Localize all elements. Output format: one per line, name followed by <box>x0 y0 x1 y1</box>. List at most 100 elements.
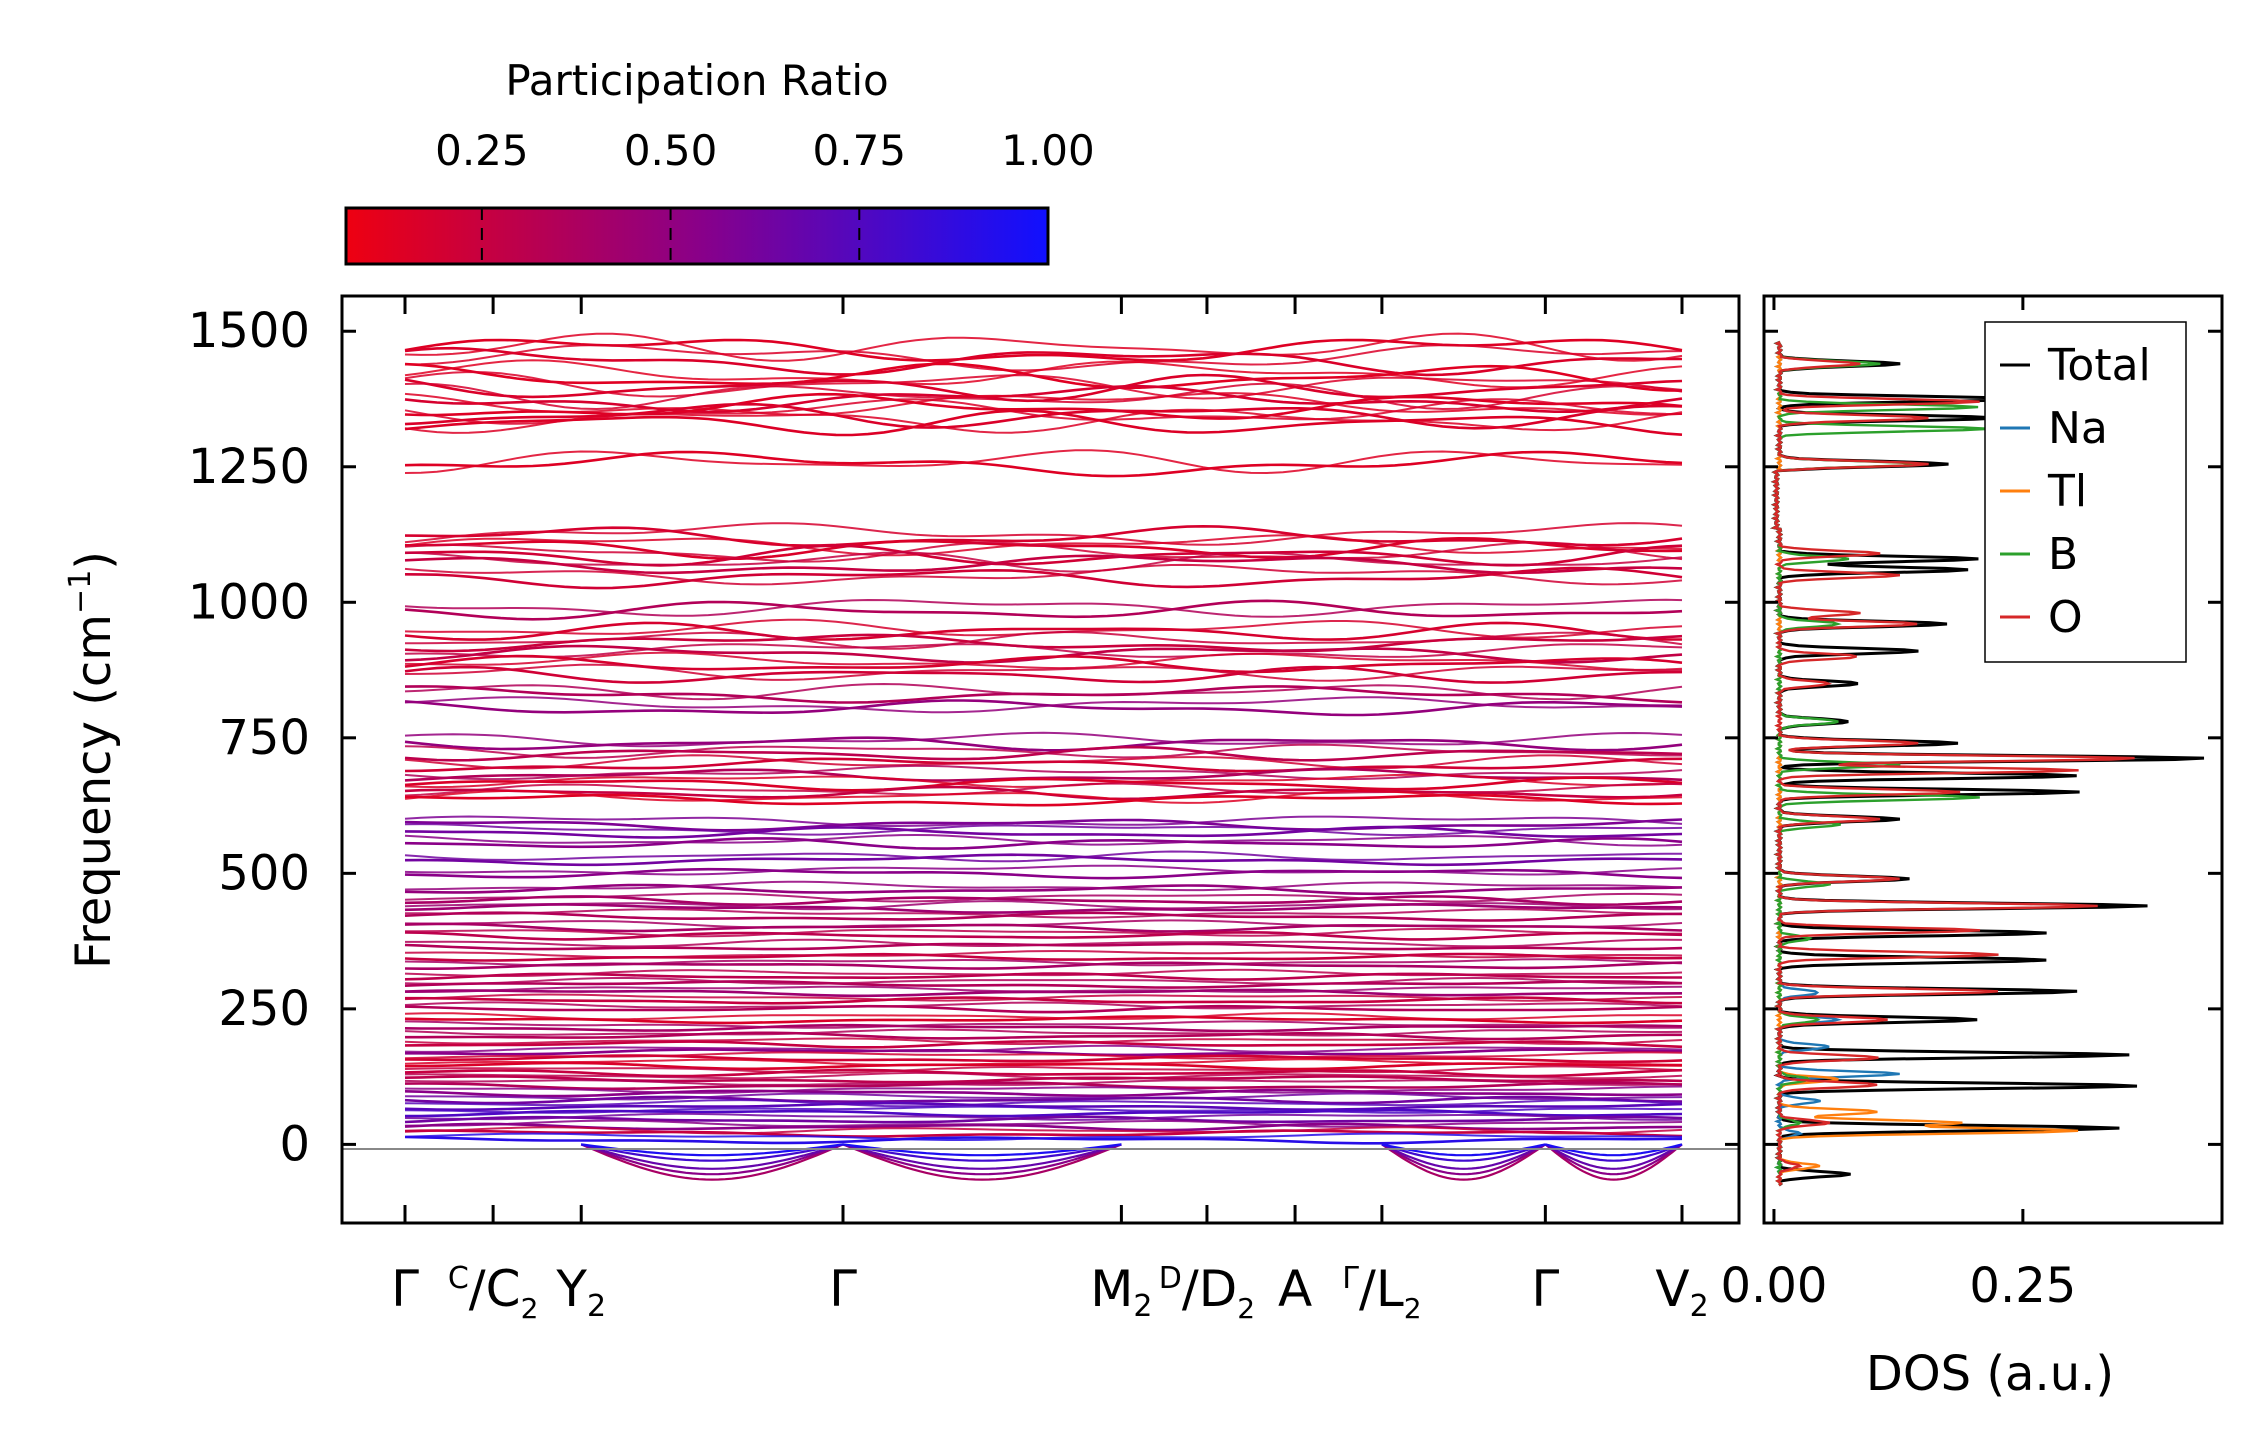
phonon-band <box>404 1039 1683 1049</box>
colorbar-tick-label: 0.50 <box>624 126 718 175</box>
phonon-band <box>405 1031 1682 1041</box>
phonon-band <box>404 392 1683 416</box>
phonon-band <box>404 930 1683 941</box>
imaginary-mode <box>1381 1143 1546 1170</box>
phonon-band <box>404 1058 1683 1067</box>
dos-series-o <box>1770 340 2135 1187</box>
phonon-band <box>404 911 1683 922</box>
legend-label: Na <box>2048 403 2108 454</box>
phonon-band <box>404 818 1683 832</box>
imaginary-mode <box>842 1143 1122 1162</box>
y-tick-label: 500 <box>218 845 310 901</box>
phonon-band <box>404 449 1683 475</box>
dos-axes: 0.00 0.25 <box>1721 296 2222 1314</box>
phonon-band <box>404 1044 1683 1053</box>
phonon-band <box>404 1023 1683 1033</box>
k-point-label: A <box>1278 1260 1312 1318</box>
phonon-band <box>404 554 1683 575</box>
colorbar-title: Participation Ratio <box>505 56 888 105</box>
k-point-label: C/C2 <box>448 1260 539 1325</box>
phonon-band <box>404 654 1683 674</box>
phonon-band <box>404 993 1683 1002</box>
phonon-band <box>404 1012 1682 1021</box>
phonon-band <box>404 1129 1683 1138</box>
phonon-band <box>404 976 1683 985</box>
phonon-band <box>404 895 1683 907</box>
k-point-label: Γ <box>829 1260 857 1318</box>
phonon-band <box>404 782 1683 797</box>
phonon-band <box>404 968 1683 977</box>
phonon-band <box>404 450 1683 478</box>
band-x-axis: Γ C/C2 Y2 Γ M2D/D2 A Γ/L2 Γ V2 <box>391 296 1709 1325</box>
phonon-band <box>404 1092 1683 1101</box>
imaginary-mode <box>842 1143 1122 1170</box>
phonon-band <box>404 544 1683 567</box>
colorbar-ticks: 0.25 0.50 0.75 1.00 <box>435 126 1095 264</box>
imaginary-mode <box>1544 1143 1683 1176</box>
y-tick-label: 1250 <box>188 439 310 495</box>
phonon-band <box>405 1119 1683 1128</box>
phonon-band <box>404 1015 1683 1025</box>
colorbar-gradient <box>344 206 1050 266</box>
phonon-band <box>404 346 1682 377</box>
phonon-band <box>404 825 1683 839</box>
phonon-band <box>404 382 1683 411</box>
band-y-axis: 0 250 500 750 1000 1250 1500 <box>188 303 1739 1172</box>
band-y-label-sup: −1 <box>63 570 98 614</box>
imaginary-mode <box>1544 1143 1683 1170</box>
phonon-band <box>404 1051 1683 1060</box>
phonon-band <box>404 651 1683 671</box>
phonon-band <box>404 927 1682 938</box>
k-point-label: D/D2 <box>1159 1260 1255 1325</box>
legend-label: Total <box>2047 340 2151 391</box>
colorbar-tick-label: 0.25 <box>435 126 529 175</box>
phonon-band <box>404 958 1683 967</box>
phonon-band <box>404 362 1683 392</box>
phonon-band <box>404 833 1683 847</box>
phonon-band <box>404 1085 1683 1094</box>
dos-panel: 0.00 0.25 DOS (a.u.) Total Na Tl BO <box>1721 294 2224 1402</box>
phonon-band <box>404 736 1683 752</box>
phonon-band <box>404 1099 1683 1108</box>
phonon-band <box>404 1112 1683 1121</box>
phonon-band <box>404 754 1683 770</box>
phonon-band <box>404 1132 1683 1141</box>
phonon-band <box>404 743 1682 759</box>
phonon-band <box>404 522 1683 546</box>
imaginary-mode <box>1381 1143 1546 1176</box>
phonon-band <box>405 938 1683 948</box>
phonon-band <box>404 665 1683 684</box>
y-tick-label: 750 <box>218 710 310 766</box>
phonon-band <box>404 1071 1683 1081</box>
phonon-band <box>404 1081 1683 1091</box>
phonon-band <box>404 864 1683 876</box>
phonon-band <box>404 408 1683 434</box>
k-point-label: Γ <box>391 1260 419 1318</box>
phonon-band <box>404 1028 1683 1037</box>
colorbar-tick-label: 1.00 <box>1001 126 1095 175</box>
phonon-band <box>404 1115 1683 1124</box>
phonon-band <box>404 534 1683 557</box>
phonon-band <box>404 621 1683 641</box>
phonon-band <box>404 598 1683 618</box>
imaginary-mode <box>580 1143 844 1176</box>
phonon-band <box>404 880 1683 892</box>
phonon-band <box>404 1101 1683 1112</box>
phonon-band <box>404 757 1683 773</box>
dos-axes-frame <box>1762 294 2224 1225</box>
legend-label: Tl <box>2047 466 2087 517</box>
imaginary-mode <box>1381 1143 1546 1162</box>
phonon-band <box>404 1020 1683 1029</box>
y-tick-label: 250 <box>218 981 310 1037</box>
k-point-label: Y2 <box>555 1260 606 1324</box>
colorbar-tick-label: 0.75 <box>813 126 907 175</box>
phonon-band <box>405 985 1683 994</box>
phonon-band <box>404 883 1683 896</box>
band-y-label: Frequency (cm−1) <box>63 551 122 969</box>
phonon-band <box>404 1079 1683 1086</box>
phonon-band <box>404 1105 1682 1114</box>
phonon-band <box>404 1001 1683 1010</box>
phonon-band <box>404 682 1683 701</box>
phonon-band <box>404 850 1683 863</box>
